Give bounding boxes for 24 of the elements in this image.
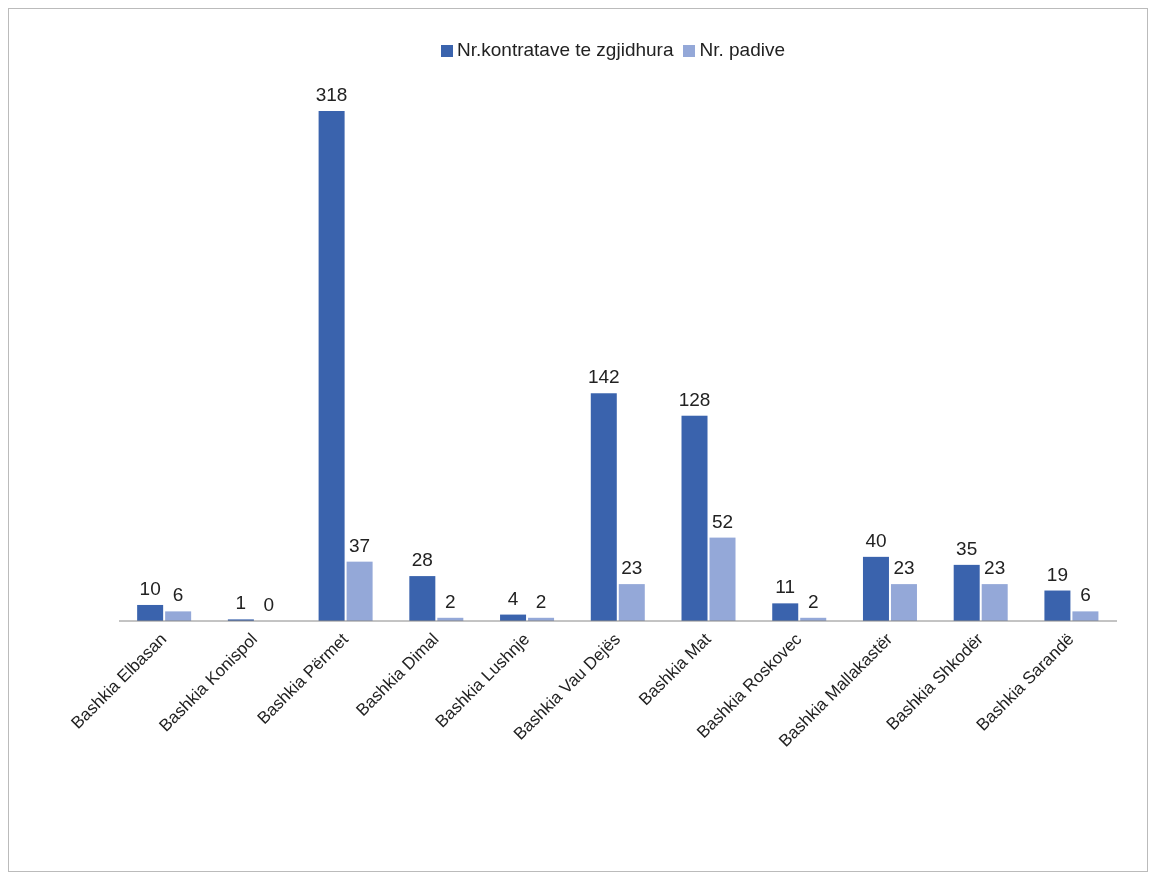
legend-label: Nr. padive: [699, 39, 786, 60]
data-label: 2: [535, 590, 547, 612]
data-label: 23: [893, 557, 915, 579]
data-label: 128: [678, 388, 711, 410]
data-label: 0: [263, 594, 275, 615]
data-label: 35: [956, 537, 978, 559]
data-label: 37: [349, 534, 371, 556]
data-label: 6: [172, 584, 184, 606]
data-label: 52: [711, 510, 734, 532]
data-label: 23: [984, 557, 1006, 579]
data-label: 11: [775, 576, 796, 598]
data-label: 2: [445, 590, 456, 612]
data-label: 6: [1080, 584, 1091, 606]
data-label: 1: [235, 592, 247, 614]
data-label: 4: [507, 587, 519, 609]
data-label: 23: [621, 557, 643, 579]
data-label: 28: [411, 549, 433, 571]
data-label: 19: [1046, 563, 1068, 585]
data-label: 318: [315, 84, 348, 105]
legend-label: Nr.kontratave te zgjidhura: [456, 39, 674, 60]
data-label: 40: [865, 529, 887, 551]
data-label: 142: [587, 366, 620, 388]
data-label: 2: [807, 590, 819, 612]
data-label: 10: [139, 577, 161, 599]
